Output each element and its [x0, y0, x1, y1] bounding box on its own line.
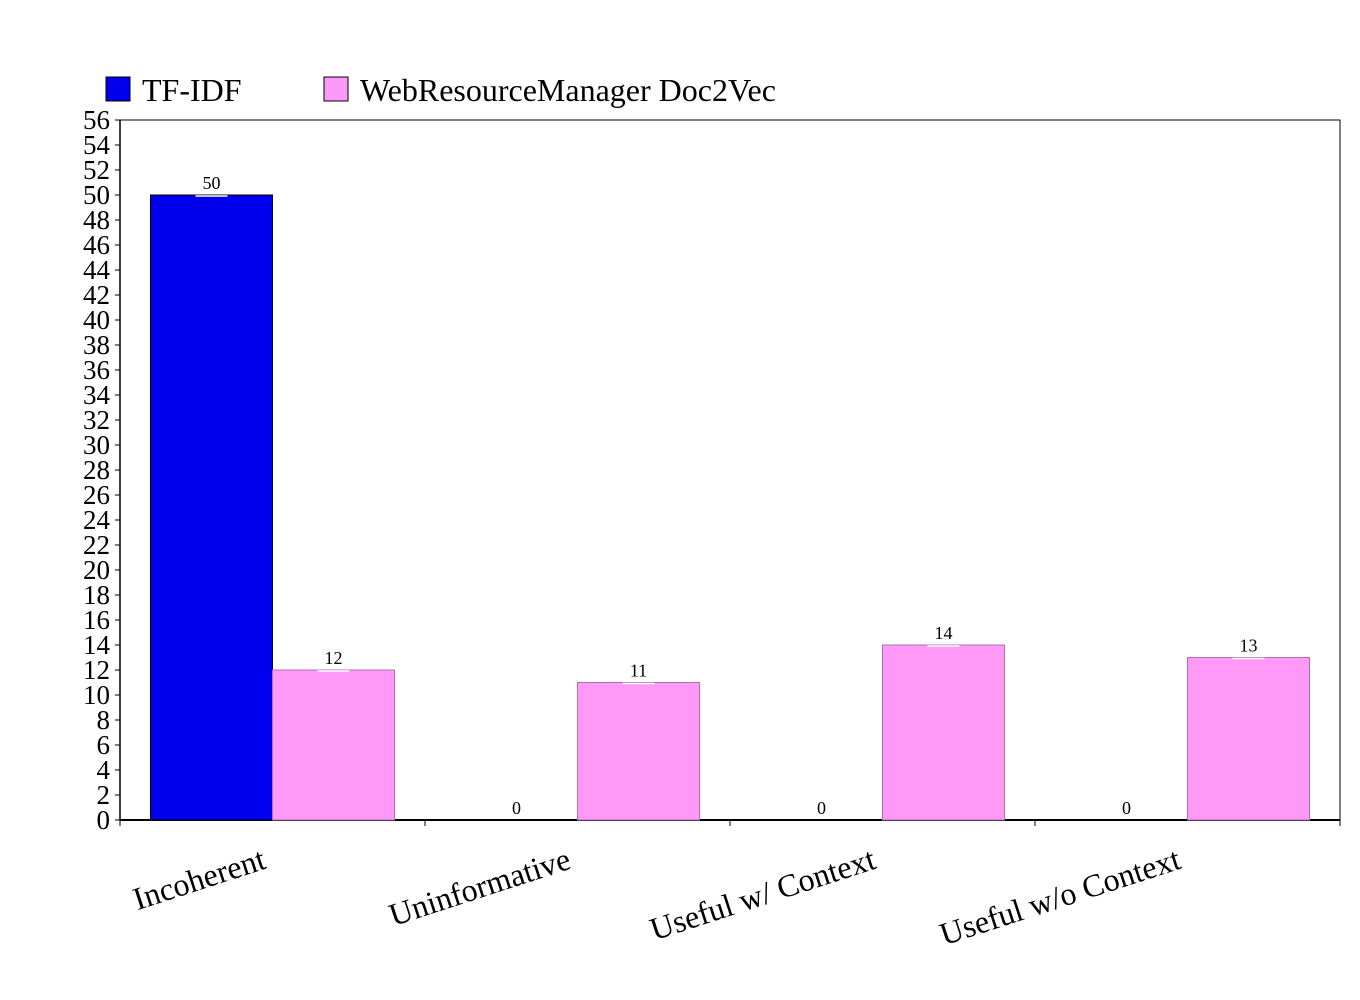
bars	[150, 194, 1310, 821]
y-tick-label: 4	[97, 755, 111, 785]
y-tick-label: 42	[83, 280, 110, 310]
value-label-2-4: 13	[1240, 636, 1258, 656]
y-tick-label: 16	[83, 605, 110, 635]
y-tick-label: 12	[83, 655, 110, 685]
y-tick-label: 56	[83, 105, 110, 135]
y-tick-label: 32	[83, 405, 110, 435]
y-tick-label: 46	[83, 230, 110, 260]
value-label-1-3: 0	[817, 798, 826, 818]
y-tick-label: 40	[83, 305, 110, 335]
bar-2-1	[272, 669, 395, 821]
data-labels: 50 12 0 11 0 14 0 13	[203, 173, 1258, 818]
legend-label-1: TF-IDF	[142, 72, 242, 108]
y-tick-label: 2	[97, 780, 111, 810]
value-label-2-3: 14	[935, 623, 953, 643]
y-tick-label: 14	[83, 630, 111, 660]
x-tick-label-1: Incoherent	[128, 840, 269, 917]
value-label-1-1: 50	[203, 173, 221, 193]
y-tick-label: 30	[83, 430, 110, 460]
bar-2-2	[577, 682, 700, 821]
y-tick-label: 22	[83, 530, 110, 560]
y-tick-label: 48	[83, 205, 110, 235]
y-tick-label: 26	[83, 480, 110, 510]
x-axis: Incoherent Uninformative Useful w/ Context…	[119, 819, 1341, 952]
y-tick-label: 8	[97, 705, 111, 735]
bar-2-4	[1187, 657, 1310, 821]
value-label-2-1: 12	[325, 648, 343, 668]
y-tick-label: 24	[83, 505, 111, 535]
y-tick-label: 50	[83, 180, 110, 210]
y-tick-label: 34	[83, 380, 111, 410]
y-tick-label: 28	[83, 455, 110, 485]
value-label-2-2: 11	[630, 661, 647, 681]
y-tick-label: 54	[83, 130, 111, 160]
bar-2-3	[882, 644, 1005, 821]
legend-swatch-1	[105, 76, 131, 102]
value-label-1-4: 0	[1122, 798, 1131, 818]
x-tick-label-4: Useful w/o Context	[935, 840, 1185, 952]
legend-swatch-2	[323, 76, 349, 102]
y-tick-label: 36	[83, 355, 110, 385]
x-tick-label-2: Uninformative	[384, 840, 574, 932]
y-tick-label: 0	[97, 805, 111, 835]
y-tick-label: 52	[83, 155, 110, 185]
y-tick-label: 44	[83, 255, 111, 285]
y-tick-label: 18	[83, 580, 110, 610]
x-tick-label-3: Useful w/ Context	[645, 840, 879, 947]
y-axis: 0246810121416182022242628303234363840424…	[83, 105, 121, 835]
bar-1-1	[150, 194, 273, 821]
y-tick-label: 6	[97, 730, 111, 760]
y-tick-label: 10	[83, 680, 110, 710]
y-tick-label: 38	[83, 330, 110, 360]
y-tick-label: 20	[83, 555, 110, 585]
legend-label-2: WebResourceManager Doc2Vec	[360, 72, 776, 108]
legend: TF-IDF WebResourceManager Doc2Vec	[105, 72, 776, 108]
value-label-1-2: 0	[512, 798, 521, 818]
